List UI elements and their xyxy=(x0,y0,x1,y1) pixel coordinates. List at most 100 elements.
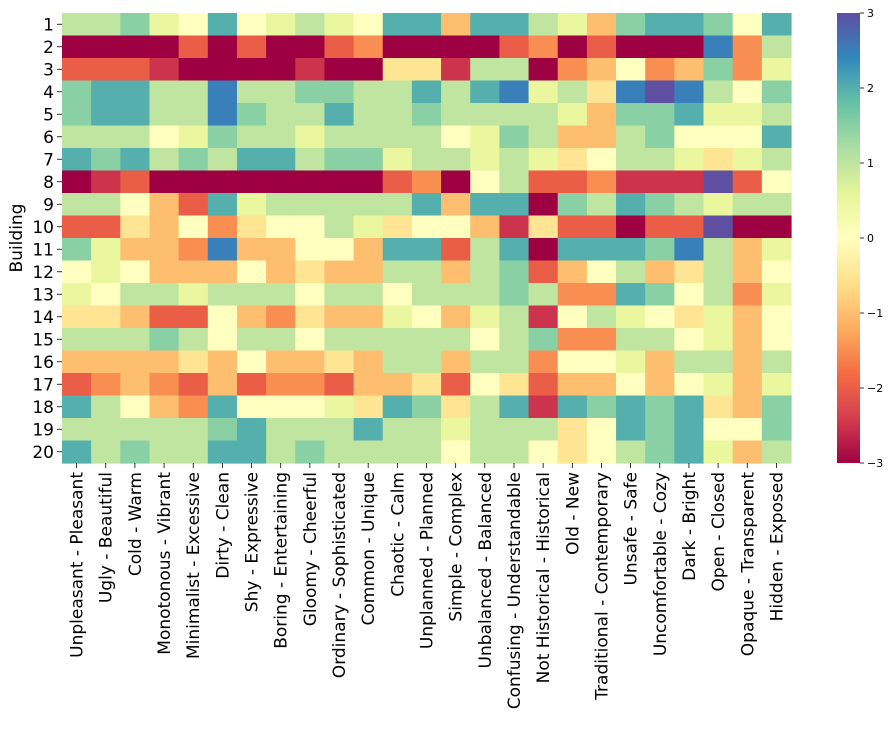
heatmap-cell xyxy=(703,35,734,59)
heatmap-cell xyxy=(703,148,734,172)
heatmap-cell xyxy=(266,283,296,307)
heatmap-cell xyxy=(236,395,267,419)
heatmap-cell xyxy=(382,260,413,284)
heatmap-cell xyxy=(324,305,355,329)
heatmap-cell xyxy=(295,418,326,442)
heatmap-cell xyxy=(266,440,296,464)
y-tick-label: 3 xyxy=(43,60,54,80)
heatmap-cell xyxy=(120,418,151,442)
heatmap-cell xyxy=(528,238,559,262)
heatmap-cell xyxy=(761,238,792,262)
heatmap-cell xyxy=(499,440,530,464)
heatmap-cell xyxy=(324,148,355,172)
heatmap-cell xyxy=(411,215,442,239)
heatmap-cell xyxy=(586,260,617,284)
heatmap-cell xyxy=(732,125,763,149)
heatmap-cell xyxy=(324,80,355,104)
heatmap-cell xyxy=(674,193,705,217)
heatmap-cell xyxy=(616,373,646,397)
heatmap-cell xyxy=(62,125,92,149)
heatmap-cell xyxy=(91,350,121,374)
heatmap-cell xyxy=(120,215,151,239)
heatmap-cell xyxy=(324,238,355,262)
heatmap-cell xyxy=(470,305,500,329)
heatmap-cell xyxy=(382,125,413,149)
heatmap-cell xyxy=(528,103,559,127)
heatmap-cell xyxy=(62,215,92,239)
heatmap-cell xyxy=(353,148,384,172)
heatmap-cell xyxy=(499,373,530,397)
heatmap-cell xyxy=(528,80,559,104)
heatmap-cell xyxy=(120,305,151,329)
heatmap-cell xyxy=(149,80,180,104)
heatmap-cell xyxy=(149,260,180,284)
heatmap-cell xyxy=(674,328,705,352)
heatmap-cell xyxy=(382,328,413,352)
heatmap-cell xyxy=(266,80,296,104)
heatmap-cell xyxy=(236,373,267,397)
heatmap-cell xyxy=(761,170,792,194)
heatmap-cell xyxy=(703,103,734,127)
heatmap-cell xyxy=(207,350,238,374)
heatmap-cell xyxy=(732,238,763,262)
heatmap-cell xyxy=(411,418,442,442)
heatmap-cell xyxy=(382,418,413,442)
y-tick-label: 16 xyxy=(32,353,54,373)
heatmap-cell xyxy=(703,440,734,464)
heatmap-cell xyxy=(470,103,500,127)
heatmap-cell xyxy=(645,395,675,419)
heatmap-cell xyxy=(353,193,384,217)
heatmap-cell xyxy=(295,125,326,149)
y-tick-label: 14 xyxy=(32,308,54,328)
heatmap-cell xyxy=(528,260,559,284)
heatmap-cell xyxy=(62,58,92,82)
heatmap-cell xyxy=(266,58,296,82)
heatmap-cell xyxy=(120,35,151,59)
heatmap-cell xyxy=(149,103,180,127)
heatmap-cell xyxy=(149,350,180,374)
heatmap-cell xyxy=(120,193,151,217)
heatmap-cell xyxy=(178,193,209,217)
heatmap-cell xyxy=(616,418,646,442)
heatmap-cell xyxy=(353,328,384,352)
heatmap-cell xyxy=(470,125,500,149)
heatmap-cell xyxy=(557,103,588,127)
heatmap-cell xyxy=(586,418,617,442)
heatmap-cell xyxy=(411,260,442,284)
heatmap-cell xyxy=(703,283,734,307)
heatmap-cell xyxy=(732,35,763,59)
heatmap-cell xyxy=(324,440,355,464)
heatmap-cell xyxy=(616,283,646,307)
heatmap-cell xyxy=(207,440,238,464)
x-tick-label: Traditional - Contemporary xyxy=(592,472,612,701)
heatmap-cell xyxy=(499,328,530,352)
colorbar-tick-label: −2 xyxy=(867,382,883,395)
heatmap-cell xyxy=(382,440,413,464)
heatmap-cell xyxy=(499,238,530,262)
heatmap-cell xyxy=(732,80,763,104)
heatmap-cell xyxy=(557,215,588,239)
heatmap-cell xyxy=(645,80,675,104)
heatmap-cell xyxy=(295,328,326,352)
heatmap-cell xyxy=(207,148,238,172)
heatmap-cell xyxy=(703,13,734,37)
heatmap-cell xyxy=(528,350,559,374)
x-tick-label: Boring - Entertaining xyxy=(272,472,292,649)
heatmap-cell xyxy=(62,373,92,397)
heatmap-cell xyxy=(266,125,296,149)
heatmap-cell xyxy=(732,283,763,307)
heatmap-cell xyxy=(62,193,92,217)
heatmap-cell xyxy=(761,13,792,37)
heatmap-cell xyxy=(411,148,442,172)
heatmap-cell xyxy=(586,328,617,352)
heatmap-cell xyxy=(761,58,792,82)
heatmap-cell xyxy=(586,13,617,37)
y-tick-label: 20 xyxy=(32,443,54,463)
y-tick-label: 19 xyxy=(32,420,54,440)
heatmap-cell xyxy=(149,440,180,464)
heatmap-cell xyxy=(120,395,151,419)
heatmap-cell xyxy=(616,103,646,127)
heatmap-cell xyxy=(266,193,296,217)
